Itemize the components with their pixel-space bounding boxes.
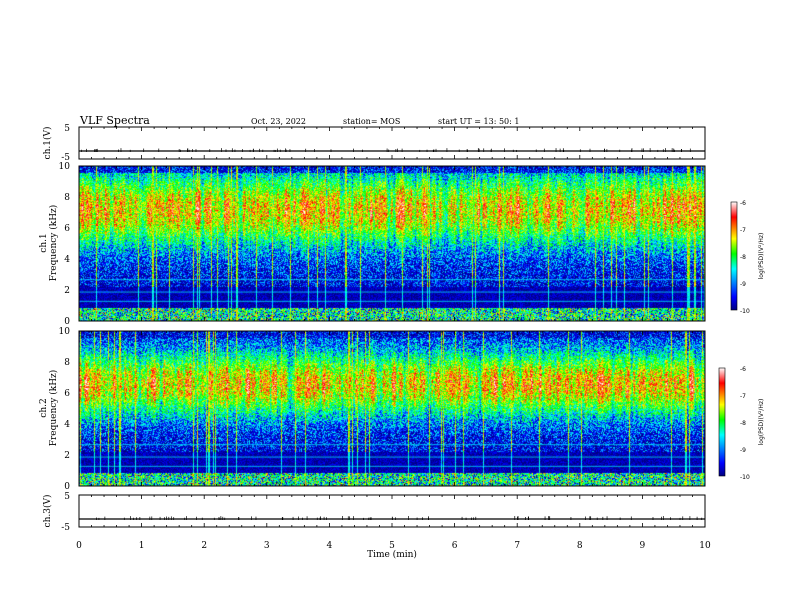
ch2-cb-tick-6: -6 [740, 366, 746, 373]
ch3-waveform-frame [78, 494, 706, 528]
ch2-colorbar-gradient [718, 367, 726, 477]
x-tick-label: 5 [389, 541, 395, 551]
ch3-ytick-top: 5 [64, 492, 70, 502]
time-axis-label: Time (min) [367, 549, 417, 560]
ch2-cb-tick-7: -7 [740, 393, 746, 400]
ch2-spectrogram-panel: 0 2 4 6 8 10 ch.2 Frequency (kHz) [39, 327, 706, 492]
ch1-cb-tick-6: -6 [740, 200, 746, 207]
ch1-colorbar-gradient [730, 201, 738, 311]
ch1-colorbar: -6 -7 -8 -9 -10 log(PSD)(V²/Hz) [730, 200, 765, 315]
start-time-label: start UT = 13: 50: 1 [438, 117, 519, 126]
ch3-waveform-ylabel: ch.3(V) [42, 495, 53, 528]
x-tick-label: 0 [76, 541, 82, 551]
ch1-freq-tick-0: 0 [64, 317, 70, 327]
x-tick-label: 7 [514, 541, 520, 551]
ch3-waveform-spikes [96, 516, 703, 520]
ch1-waveform-frame [78, 126, 706, 160]
x-tick-label: 4 [327, 541, 333, 551]
ch1-waveform-ylabel: ch.1(V) [42, 127, 53, 160]
x-tick-label: 6 [452, 541, 458, 551]
x-tick-label: 8 [577, 541, 583, 551]
ch2-freq-tick-8: 8 [64, 358, 70, 368]
ch2-frequency-axis-label: Frequency (kHz) [48, 370, 59, 447]
ch2-freq-tick-4: 4 [64, 420, 70, 430]
x-tick-label: 9 [640, 541, 646, 551]
ch2-spectrogram-ylabel: ch.2 [39, 398, 49, 417]
ch2-colorbar-label: log(PSD)(V²/Hz) [758, 399, 765, 446]
station-label: station= MOS [343, 117, 400, 126]
ch1-ytick-bottom: -5 [61, 153, 70, 163]
ch2-freq-tick-10: 10 [59, 327, 71, 337]
time-axis-ticks [78, 127, 706, 527]
ch2-freq-tick-6: 6 [64, 389, 70, 399]
ch1-freq-tick-10: 10 [59, 162, 71, 172]
ch3-ytick-bottom: -5 [61, 523, 70, 533]
ch1-freq-tick-4: 4 [64, 255, 70, 265]
ch1-spectrogram-ylabel: ch.1 [39, 233, 49, 252]
figure-title: VLF Spectra [79, 114, 150, 127]
ch1-cb-tick-8: -8 [740, 254, 746, 261]
ch2-spectrogram-image [79, 331, 705, 486]
x-tick-label: 3 [264, 541, 270, 551]
ch1-ytick-top: 5 [64, 124, 70, 134]
ch2-freq-tick-0: 0 [64, 482, 70, 492]
ch1-frequency-axis-label: Frequency (kHz) [48, 205, 59, 282]
date-label: Oct. 23, 2022 [251, 117, 306, 126]
ch2-cb-tick-8: -8 [740, 420, 746, 427]
ch1-colorbar-label: log(PSD)(V²/Hz) [758, 233, 765, 280]
x-tick-label: 2 [201, 541, 207, 551]
time-axis-labels: 0 1 2 3 4 5 6 7 8 9 10 [76, 541, 711, 551]
ch1-freq-tick-8: 8 [64, 193, 70, 203]
x-tick-label: 1 [139, 541, 145, 551]
ch1-cb-tick-9: -9 [740, 281, 746, 288]
ch1-cb-tick-10: -10 [740, 308, 750, 315]
x-tick-label: 10 [699, 541, 711, 551]
ch2-cb-tick-10: -10 [740, 474, 750, 481]
ch1-freq-tick-6: 6 [64, 224, 70, 234]
ch1-spectrogram-panel: 0 2 4 6 8 10 ch.1 Frequency (kHz) [39, 162, 706, 327]
ch2-freq-tick-2: 2 [64, 451, 70, 461]
ch1-spectrogram-image [79, 166, 705, 321]
ch1-waveform-spikes [81, 148, 706, 152]
ch2-cb-tick-9: -9 [740, 447, 746, 454]
ch1-freq-tick-2: 2 [64, 286, 70, 296]
ch2-colorbar: -6 -7 -8 -9 -10 log(PSD)(V²/Hz) [718, 366, 765, 481]
ch1-cb-tick-7: -7 [740, 227, 746, 234]
